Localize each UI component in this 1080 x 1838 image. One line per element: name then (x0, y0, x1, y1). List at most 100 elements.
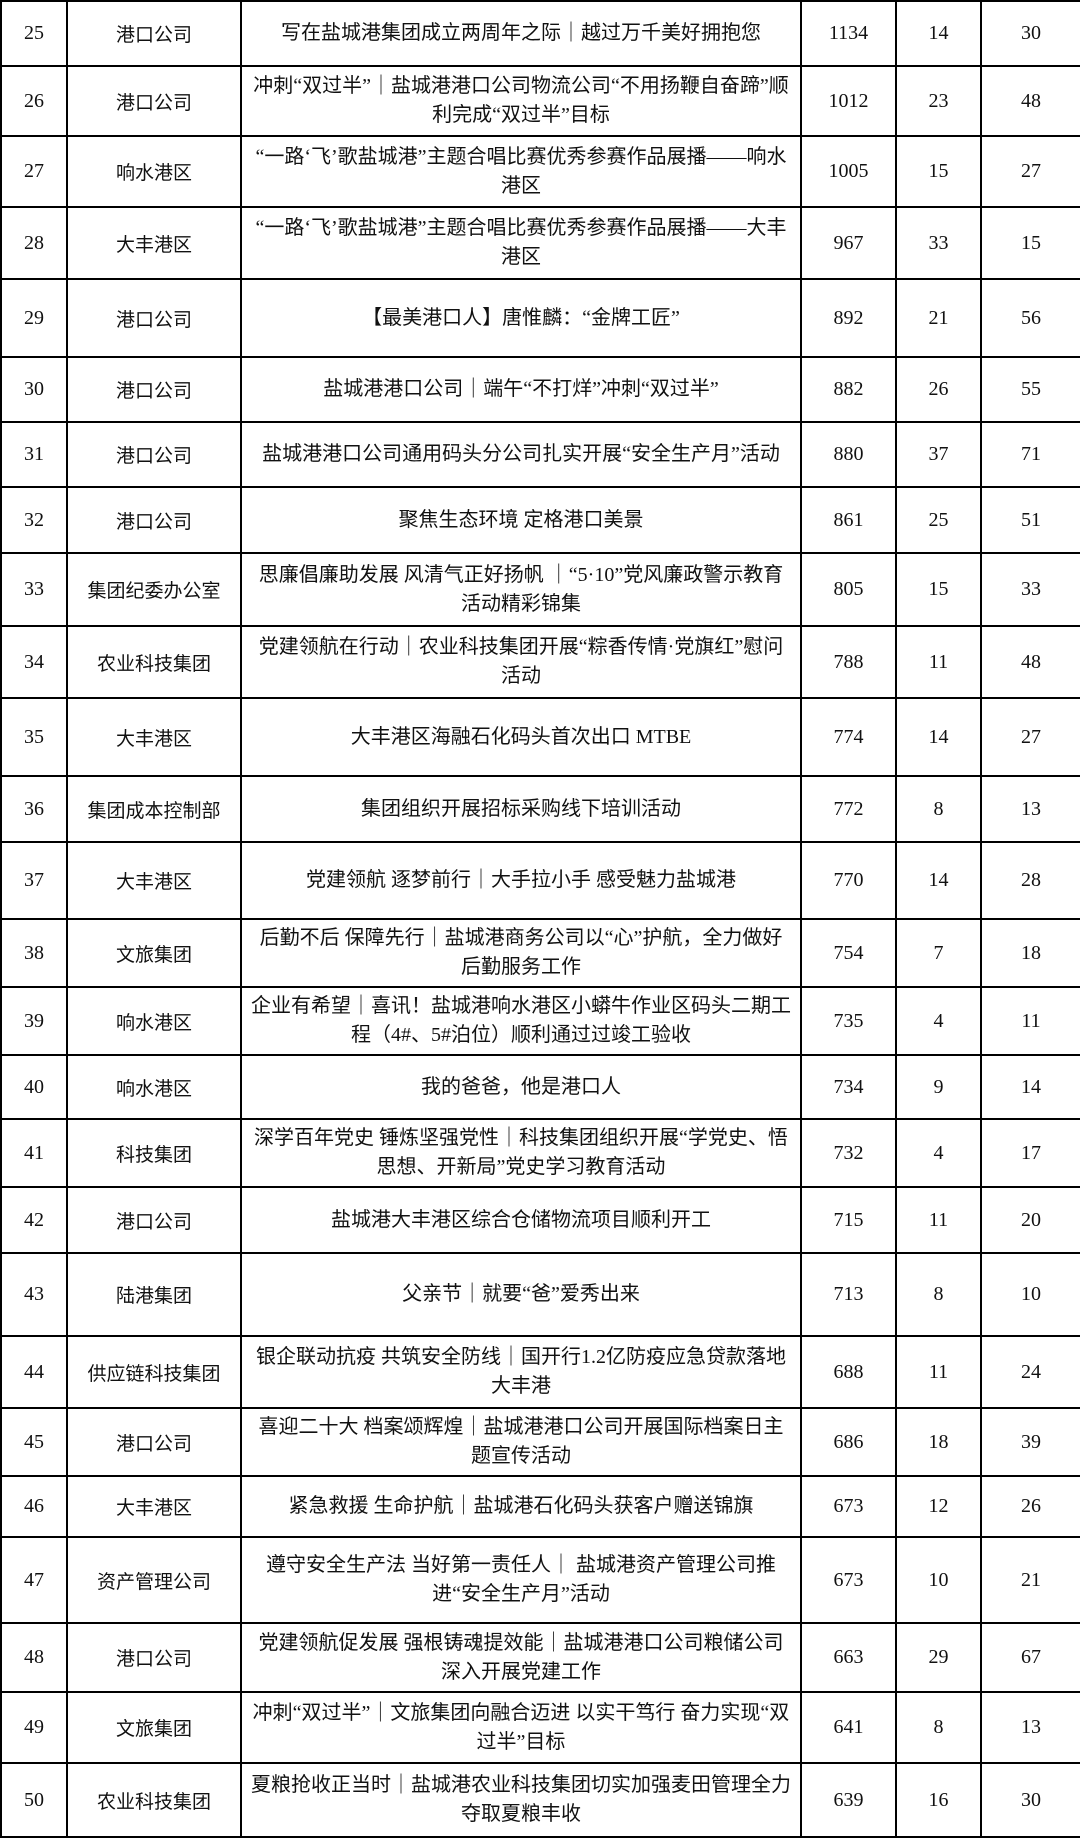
table-row: 41 科技集团 深学百年党史 锤炼坚强党性｜科技集团组织开展“学党史、悟思想、开… (0, 1118, 1080, 1188)
cell-rank: 37 (0, 841, 68, 920)
cell-shares: 51 (980, 486, 1080, 554)
cell-likes: 14 (895, 697, 982, 777)
cell-department: 港口公司 (66, 1407, 242, 1477)
cell-rank: 27 (0, 135, 68, 208)
cell-article-title: “一路‘飞’歌盐城港”主题合唱比赛优秀参赛作品展播——大丰港区 (240, 206, 802, 280)
table-row: 47 资产管理公司 遵守安全生产法 当好第一责任人｜ 盐城港资产管理公司推进“安… (0, 1536, 1080, 1624)
cell-article-title: 冲刺“双过半”｜盐城港港口公司物流公司“不用扬鞭自奋蹄”顺利完成“双过半”目标 (240, 65, 802, 137)
table-row: 49 文旅集团 冲刺“双过半”｜文旅集团向融合迈进 以实干笃行 奋力实现“双过半… (0, 1691, 1080, 1764)
table-row: 27 响水港区 “一路‘飞’歌盐城港”主题合唱比赛优秀参赛作品展播——响水港区 … (0, 135, 1080, 208)
cell-article-title: 党建领航 逐梦前行｜大手拉小手 感受魅力盐城港 (240, 841, 802, 920)
cell-likes: 9 (895, 1054, 982, 1120)
cell-article-title: 写在盐城港集团成立两周年之际｜越过万千美好拥抱您 (240, 0, 802, 67)
cell-rank: 49 (0, 1691, 68, 1764)
cell-article-title: 盐城港港口公司｜端午“不打烊”冲刺“双过半” (240, 356, 802, 423)
cell-department: 集团纪委办公室 (66, 552, 242, 627)
cell-article-title: 父亲节｜就要“爸”爱秀出来 (240, 1252, 802, 1337)
cell-rank: 29 (0, 278, 68, 358)
cell-likes: 7 (895, 918, 982, 988)
cell-views: 774 (800, 697, 897, 777)
cell-likes: 10 (895, 1536, 982, 1624)
cell-shares: 28 (980, 841, 1080, 920)
table-row: 37 大丰港区 党建领航 逐梦前行｜大手拉小手 感受魅力盐城港 770 14 2… (0, 841, 1080, 920)
cell-views: 735 (800, 986, 897, 1056)
cell-department: 文旅集团 (66, 1691, 242, 1764)
cell-views: 715 (800, 1186, 897, 1254)
cell-rank: 30 (0, 356, 68, 423)
cell-department: 农业科技集团 (66, 1762, 242, 1838)
cell-likes: 4 (895, 986, 982, 1056)
cell-rank: 31 (0, 421, 68, 488)
cell-views: 770 (800, 841, 897, 920)
cell-rank: 40 (0, 1054, 68, 1120)
cell-likes: 25 (895, 486, 982, 554)
cell-views: 663 (800, 1622, 897, 1693)
cell-department: 文旅集团 (66, 918, 242, 988)
cell-likes: 23 (895, 65, 982, 137)
cell-rank: 47 (0, 1536, 68, 1624)
cell-views: 967 (800, 206, 897, 280)
cell-likes: 33 (895, 206, 982, 280)
cell-likes: 8 (895, 1252, 982, 1337)
cell-views: 861 (800, 486, 897, 554)
cell-article-title: 聚焦生态环境 定格港口美景 (240, 486, 802, 554)
cell-department: 港口公司 (66, 356, 242, 423)
cell-views: 1005 (800, 135, 897, 208)
cell-views: 641 (800, 1691, 897, 1764)
table-row: 29 港口公司 【最美港口人】唐惟麟：“金牌工匠” 892 21 56 (0, 278, 1080, 358)
cell-shares: 39 (980, 1407, 1080, 1477)
cell-shares: 26 (980, 1475, 1080, 1538)
cell-views: 713 (800, 1252, 897, 1337)
cell-article-title: 大丰港区海融石化码头首次出口 MTBE (240, 697, 802, 777)
cell-rank: 28 (0, 206, 68, 280)
cell-likes: 12 (895, 1475, 982, 1538)
table-row: 50 农业科技集团 夏粮抢收正当时｜盐城港农业科技集团切实加强麦田管理全力夺取夏… (0, 1762, 1080, 1838)
cell-views: 805 (800, 552, 897, 627)
cell-likes: 37 (895, 421, 982, 488)
cell-views: 686 (800, 1407, 897, 1477)
cell-rank: 35 (0, 697, 68, 777)
table-row: 32 港口公司 聚焦生态环境 定格港口美景 861 25 51 (0, 486, 1080, 554)
cell-shares: 13 (980, 775, 1080, 843)
table-row: 30 港口公司 盐城港港口公司｜端午“不打烊”冲刺“双过半” 882 26 55 (0, 356, 1080, 423)
cell-article-title: 盐城港大丰港区综合仓储物流项目顺利开工 (240, 1186, 802, 1254)
cell-rank: 38 (0, 918, 68, 988)
cell-shares: 56 (980, 278, 1080, 358)
cell-department: 大丰港区 (66, 841, 242, 920)
cell-rank: 42 (0, 1186, 68, 1254)
cell-department: 供应链科技集团 (66, 1335, 242, 1409)
table-row: 44 供应链科技集团 银企联动抗疫 共筑安全防线｜国开行1.2亿防疫应急贷款落地… (0, 1335, 1080, 1409)
table-row: 38 文旅集团 后勤不后 保障先行｜盐城港商务公司以“心”护航，全力做好后勤服务… (0, 918, 1080, 988)
cell-article-title: 思廉倡廉助发展 风清气正好扬帆 ｜“5·10”党风廉政警示教育活动精彩锦集 (240, 552, 802, 627)
cell-shares: 27 (980, 697, 1080, 777)
cell-department: 陆港集团 (66, 1252, 242, 1337)
cell-views: 732 (800, 1118, 897, 1188)
cell-views: 1012 (800, 65, 897, 137)
cell-article-title: 喜迎二十大 档案颂辉煌｜盐城港港口公司开展国际档案日主题宣传活动 (240, 1407, 802, 1477)
table-row: 48 港口公司 党建领航促发展 强根铸魂提效能｜盐城港港口公司粮储公司深入开展党… (0, 1622, 1080, 1693)
cell-shares: 14 (980, 1054, 1080, 1120)
table-row: 39 响水港区 企业有希望｜喜讯！盐城港响水港区小蟒牛作业区码头二期工程（4#、… (0, 986, 1080, 1056)
cell-article-title: 盐城港港口公司通用码头分公司扎实开展“安全生产月”活动 (240, 421, 802, 488)
cell-shares: 48 (980, 625, 1080, 699)
cell-article-title: 党建领航在行动｜农业科技集团开展“粽香传情·党旗红”慰问活动 (240, 625, 802, 699)
cell-shares: 48 (980, 65, 1080, 137)
cell-department: 港口公司 (66, 1622, 242, 1693)
cell-department: 大丰港区 (66, 697, 242, 777)
table-row: 28 大丰港区 “一路‘飞’歌盐城港”主题合唱比赛优秀参赛作品展播——大丰港区 … (0, 206, 1080, 280)
cell-rank: 32 (0, 486, 68, 554)
cell-likes: 11 (895, 1186, 982, 1254)
cell-department: 资产管理公司 (66, 1536, 242, 1624)
cell-department: 大丰港区 (66, 206, 242, 280)
cell-shares: 11 (980, 986, 1080, 1056)
cell-article-title: “一路‘飞’歌盐城港”主题合唱比赛优秀参赛作品展播——响水港区 (240, 135, 802, 208)
cell-likes: 8 (895, 775, 982, 843)
cell-rank: 41 (0, 1118, 68, 1188)
cell-article-title: 夏粮抢收正当时｜盐城港农业科技集团切实加强麦田管理全力夺取夏粮丰收 (240, 1762, 802, 1838)
cell-department: 大丰港区 (66, 1475, 242, 1538)
cell-views: 673 (800, 1536, 897, 1624)
cell-likes: 14 (895, 841, 982, 920)
cell-department: 响水港区 (66, 135, 242, 208)
cell-likes: 29 (895, 1622, 982, 1693)
table-row: 31 港口公司 盐城港港口公司通用码头分公司扎实开展“安全生产月”活动 880 … (0, 421, 1080, 488)
